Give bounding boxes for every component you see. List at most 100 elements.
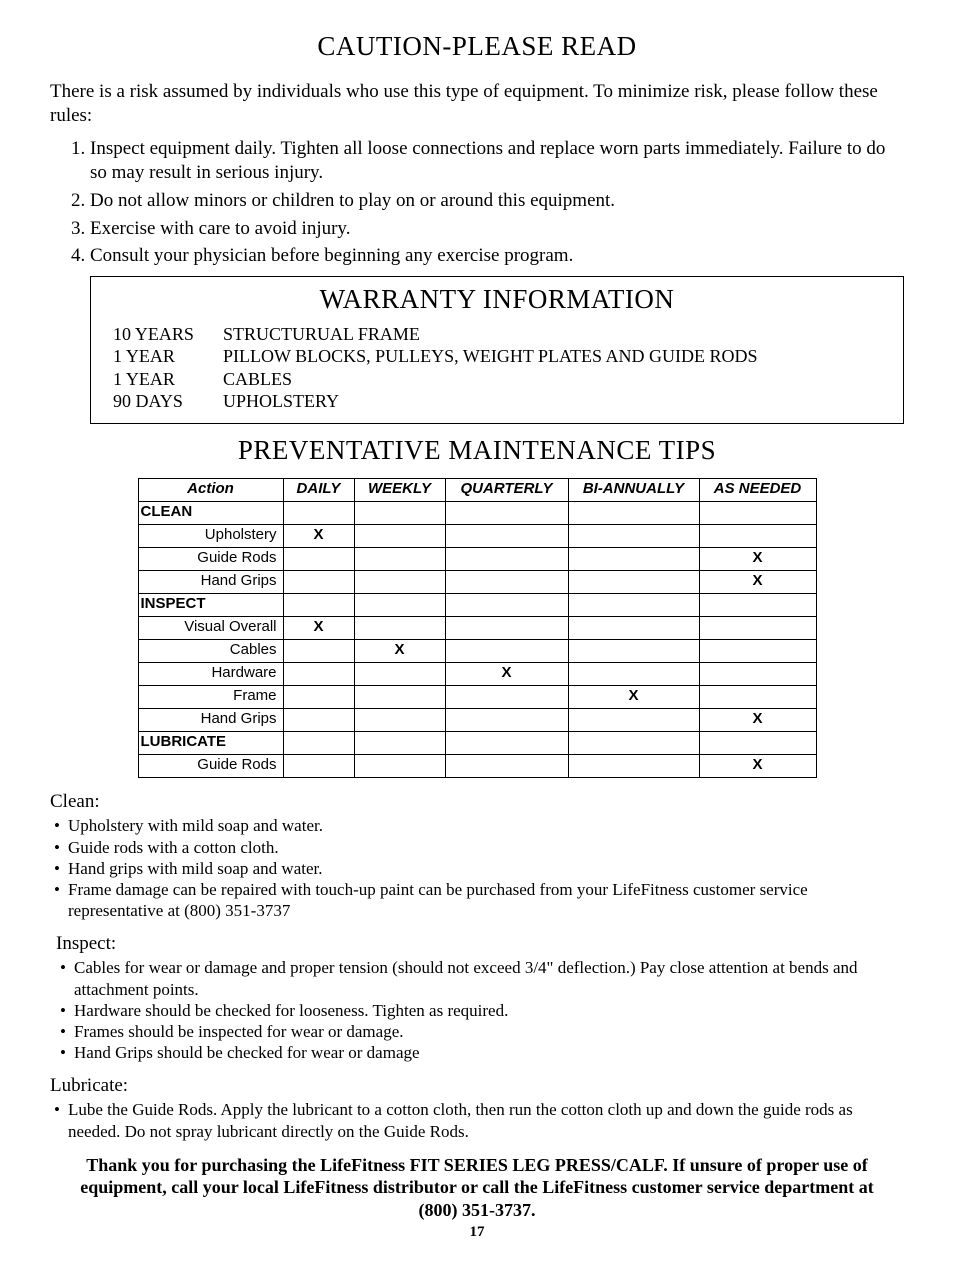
table-cell: [445, 616, 568, 639]
maintenance-table: ActionDAILYWEEKLYQUARTERLYBI-ANNUALLYAS …: [138, 478, 817, 778]
bullet-dot: •: [60, 1000, 74, 1021]
table-cell: [354, 662, 445, 685]
footer-message: Thank you for purchasing the LifeFitness…: [80, 1154, 874, 1222]
bullet-text: Frames should be inspected for wear or d…: [74, 1021, 904, 1042]
bullet-text: Hand grips with mild soap and water.: [68, 858, 904, 879]
table-cell: X: [445, 662, 568, 685]
table-cell: [354, 616, 445, 639]
bullet-text: Lube the Guide Rods. Apply the lubricant…: [68, 1099, 904, 1142]
table-cell: [283, 662, 354, 685]
table-item-label: Frame: [138, 685, 283, 708]
table-cell: [283, 570, 354, 593]
warranty-row: 90 DAYSUPHOLSTERY: [103, 390, 891, 413]
inspect-notes-title: Inspect:: [56, 932, 904, 956]
bullet-dot: •: [60, 1021, 74, 1042]
table-row: Visual OverallX: [138, 616, 816, 639]
table-section-label: INSPECT: [138, 593, 283, 616]
table-cell: X: [568, 685, 699, 708]
table-item-label: Guide Rods: [138, 754, 283, 777]
table-cell: [568, 731, 699, 754]
bullet-item: •Guide rods with a cotton cloth.: [50, 837, 904, 858]
table-cell: [354, 685, 445, 708]
rule-item: Do not allow minors or children to play …: [90, 189, 904, 213]
warranty-heading: WARRANTY INFORMATION: [103, 283, 891, 317]
warranty-item: UPHOLSTERY: [223, 390, 339, 413]
lubricate-notes-title: Lubricate:: [50, 1074, 904, 1098]
table-cell: [354, 754, 445, 777]
table-cell: [568, 662, 699, 685]
table-cell: [354, 593, 445, 616]
table-cell: [445, 708, 568, 731]
bullet-item: •Hardware should be checked for loosenes…: [56, 1000, 904, 1021]
warranty-term: 1 YEAR: [113, 368, 223, 391]
table-item-label: Hand Grips: [138, 708, 283, 731]
warranty-term: 1 YEAR: [113, 345, 223, 368]
bullet-dot: •: [60, 957, 74, 1000]
table-cell: [568, 639, 699, 662]
rule-item: Inspect equipment daily. Tighten all loo…: [90, 137, 904, 185]
bullet-text: Hardware should be checked for looseness…: [74, 1000, 904, 1021]
bullet-item: •Frame damage can be repaired with touch…: [50, 879, 904, 922]
table-cell: [283, 547, 354, 570]
table-cell: [445, 501, 568, 524]
table-cell: [283, 708, 354, 731]
table-cell: [699, 524, 816, 547]
table-row: INSPECT: [138, 593, 816, 616]
warranty-term: 10 YEARS: [113, 323, 223, 346]
warranty-row: 1 YEARPILLOW BLOCKS, PULLEYS, WEIGHT PLA…: [103, 345, 891, 368]
bullet-item: •Cables for wear or damage and proper te…: [56, 957, 904, 1000]
warranty-term: 90 DAYS: [113, 390, 223, 413]
table-row: UpholsteryX: [138, 524, 816, 547]
table-row: Hardware X: [138, 662, 816, 685]
table-cell: [354, 570, 445, 593]
table-cell: [354, 547, 445, 570]
table-item-label: Hardware: [138, 662, 283, 685]
table-cell: X: [699, 547, 816, 570]
table-row: Hand GripsX: [138, 570, 816, 593]
table-cell: [568, 708, 699, 731]
bullet-item: •Lube the Guide Rods. Apply the lubrican…: [50, 1099, 904, 1142]
table-item-label: Hand Grips: [138, 570, 283, 593]
table-row: CablesX: [138, 639, 816, 662]
maintenance-heading: PREVENTATIVE MAINTENANCE TIPS: [50, 434, 904, 468]
table-row: CLEAN: [138, 501, 816, 524]
table-cell: [445, 639, 568, 662]
table-cell: [568, 754, 699, 777]
table-cell: [568, 547, 699, 570]
warranty-row: 1 YEARCABLES: [103, 368, 891, 391]
table-cell: [699, 662, 816, 685]
clean-notes: Clean: •Upholstery with mild soap and wa…: [50, 790, 904, 922]
table-cell: [283, 685, 354, 708]
table-section-label: CLEAN: [138, 501, 283, 524]
table-cell: [445, 593, 568, 616]
table-cell: [445, 685, 568, 708]
table-cell: X: [283, 524, 354, 547]
inspect-notes: Inspect: •Cables for wear or damage and …: [50, 932, 904, 1064]
table-item-label: Cables: [138, 639, 283, 662]
rule-item: Exercise with care to avoid injury.: [90, 217, 904, 241]
bullet-text: Hand Grips should be checked for wear or…: [74, 1042, 904, 1063]
table-row: Guide RodsX: [138, 547, 816, 570]
table-cell: [445, 731, 568, 754]
bullet-dot: •: [54, 858, 68, 879]
table-cell: [568, 501, 699, 524]
bullet-text: Frame damage can be repaired with touch-…: [68, 879, 904, 922]
intro-paragraph: There is a risk assumed by individuals w…: [50, 80, 904, 128]
table-cell: [445, 570, 568, 593]
rules-list: Inspect equipment daily. Tighten all loo…: [50, 137, 904, 268]
bullet-item: •Upholstery with mild soap and water.: [50, 815, 904, 836]
bullet-item: •Frames should be inspected for wear or …: [56, 1021, 904, 1042]
table-cell: [445, 754, 568, 777]
table-cell: [354, 501, 445, 524]
table-cell: [283, 731, 354, 754]
warranty-item: STRUCTURUAL FRAME: [223, 323, 420, 346]
table-cell: [283, 639, 354, 662]
table-cell: [283, 501, 354, 524]
table-item-label: Visual Overall: [138, 616, 283, 639]
warranty-row: 10 YEARSSTRUCTURUAL FRAME: [103, 323, 891, 346]
table-header: Action: [138, 478, 283, 501]
bullet-text: Cables for wear or damage and proper ten…: [74, 957, 904, 1000]
table-item-label: Upholstery: [138, 524, 283, 547]
table-row: LUBRICATE: [138, 731, 816, 754]
bullet-text: Guide rods with a cotton cloth.: [68, 837, 904, 858]
